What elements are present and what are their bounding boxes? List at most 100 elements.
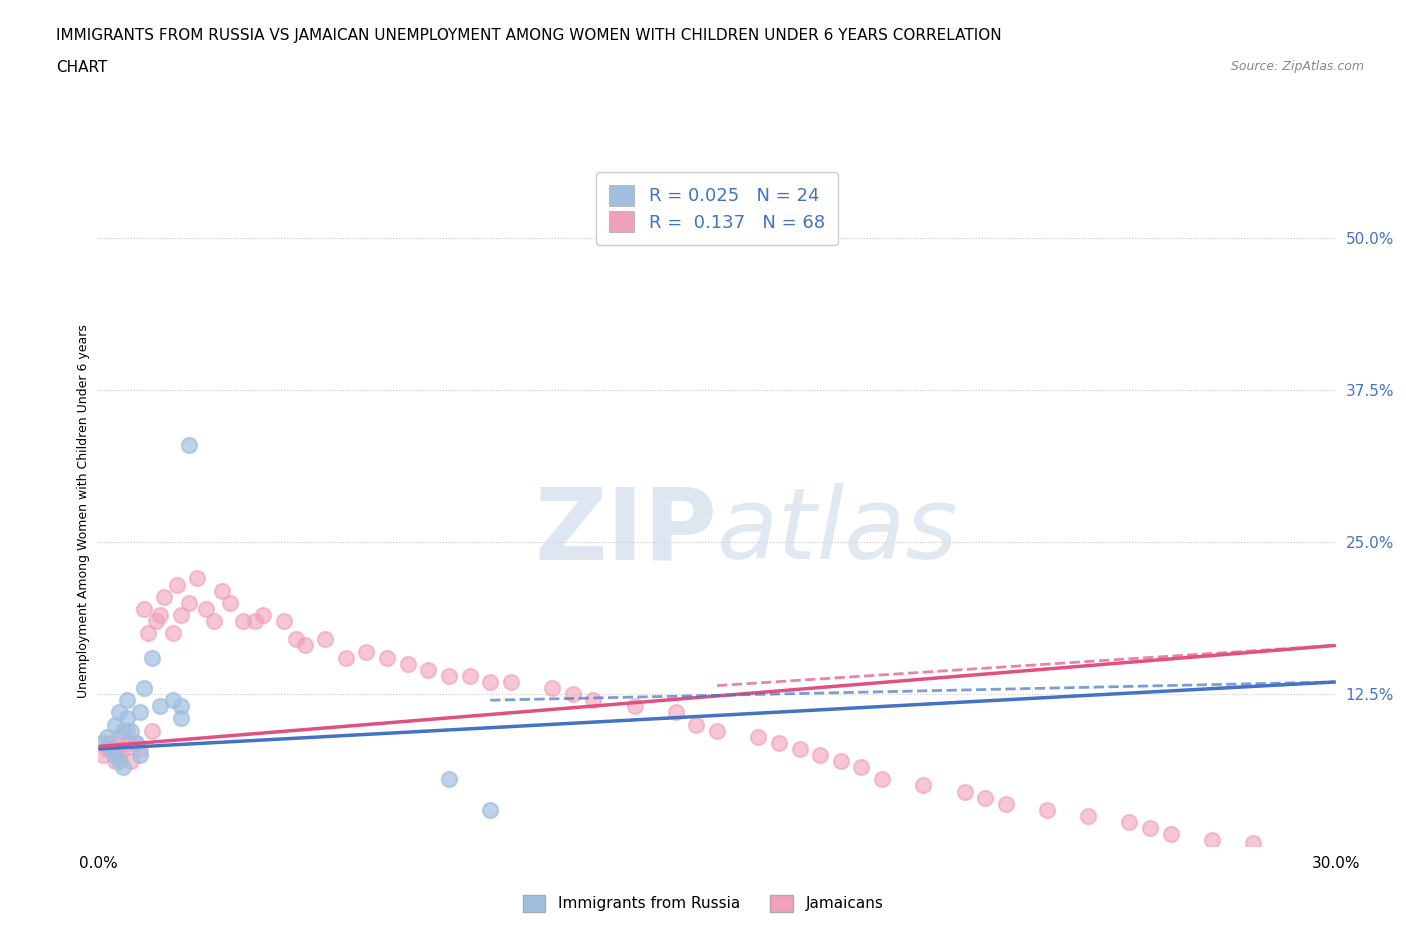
Point	[91, 748, 114, 763]
Point	[1077, 808, 1099, 823]
Point	[830, 753, 852, 768]
Point	[96, 729, 118, 744]
Point	[314, 631, 336, 646]
Point	[582, 693, 605, 708]
Point	[285, 631, 308, 646]
Point	[623, 698, 645, 713]
Point	[479, 674, 502, 689]
Point	[149, 607, 172, 622]
Point	[120, 753, 142, 768]
Point	[117, 736, 139, 751]
Point	[96, 741, 118, 756]
Legend: R = 0.025   N = 24, R =  0.137   N = 68: R = 0.025 N = 24, R = 0.137 N = 68	[596, 172, 838, 245]
Point	[211, 583, 233, 598]
Point	[128, 741, 150, 756]
Point	[112, 741, 135, 756]
Point	[994, 796, 1017, 811]
Point	[132, 681, 155, 696]
Point	[153, 590, 176, 604]
Legend: Immigrants from Russia, Jamaicans: Immigrants from Russia, Jamaicans	[516, 889, 890, 918]
Point	[162, 693, 184, 708]
Point	[1139, 820, 1161, 835]
Point	[162, 626, 184, 641]
Point	[104, 717, 127, 732]
Point	[141, 650, 163, 665]
Point	[768, 736, 790, 751]
Point	[100, 741, 122, 756]
Point	[294, 638, 316, 653]
Point	[1118, 815, 1140, 830]
Point	[665, 705, 688, 720]
Point	[124, 736, 146, 751]
Point	[252, 607, 274, 622]
Point	[375, 650, 398, 665]
Point	[108, 729, 131, 744]
Point	[179, 595, 201, 610]
Point	[747, 729, 769, 744]
Point	[974, 790, 997, 805]
Point	[418, 662, 440, 677]
Point	[1241, 835, 1264, 850]
Point	[541, 681, 564, 696]
Point	[112, 760, 135, 775]
Point	[912, 778, 935, 793]
Point	[128, 705, 150, 720]
Text: ZIP: ZIP	[534, 483, 717, 580]
Point	[117, 693, 139, 708]
Point	[112, 724, 135, 738]
Point	[870, 772, 893, 787]
Point	[145, 614, 167, 629]
Point	[91, 736, 114, 751]
Point	[219, 595, 242, 610]
Point	[117, 724, 139, 738]
Point	[273, 614, 295, 629]
Point	[117, 711, 139, 726]
Point	[194, 602, 217, 617]
Point	[124, 736, 146, 751]
Text: CHART: CHART	[56, 60, 108, 75]
Point	[100, 736, 122, 751]
Point	[396, 657, 419, 671]
Point	[179, 437, 201, 452]
Point	[1160, 827, 1182, 842]
Point	[437, 772, 460, 787]
Point	[108, 753, 131, 768]
Point	[141, 724, 163, 738]
Text: Source: ZipAtlas.com: Source: ZipAtlas.com	[1230, 60, 1364, 73]
Point	[108, 705, 131, 720]
Point	[499, 674, 522, 689]
Point	[789, 741, 811, 756]
Point	[202, 614, 225, 629]
Point	[1201, 832, 1223, 847]
Point	[706, 724, 728, 738]
Text: IMMIGRANTS FROM RUSSIA VS JAMAICAN UNEMPLOYMENT AMONG WOMEN WITH CHILDREN UNDER : IMMIGRANTS FROM RUSSIA VS JAMAICAN UNEMP…	[56, 28, 1002, 43]
Point	[170, 698, 193, 713]
Y-axis label: Unemployment Among Women with Children Under 6 years: Unemployment Among Women with Children U…	[77, 325, 90, 698]
Point	[685, 717, 707, 732]
Text: atlas: atlas	[717, 483, 959, 580]
Point	[437, 669, 460, 684]
Point	[356, 644, 378, 659]
Point	[104, 753, 127, 768]
Point	[128, 748, 150, 763]
Point	[1036, 803, 1059, 817]
Point	[808, 748, 831, 763]
Point	[953, 784, 976, 799]
Point	[108, 748, 131, 763]
Point	[120, 724, 142, 738]
Point	[232, 614, 254, 629]
Point	[335, 650, 357, 665]
Point	[149, 698, 172, 713]
Point	[243, 614, 266, 629]
Point	[561, 686, 583, 701]
Point	[458, 669, 481, 684]
Point	[186, 571, 208, 586]
Point	[170, 711, 193, 726]
Point	[170, 607, 193, 622]
Point	[479, 803, 502, 817]
Point	[136, 626, 159, 641]
Point	[166, 578, 188, 592]
Point	[132, 602, 155, 617]
Point	[104, 748, 127, 763]
Point	[851, 760, 873, 775]
